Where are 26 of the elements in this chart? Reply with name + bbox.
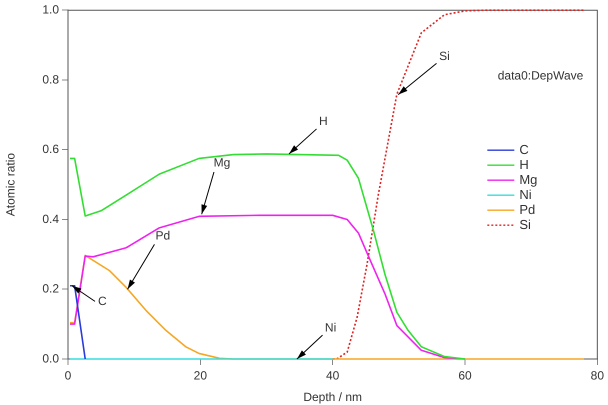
x-tick-label: 0 (64, 368, 72, 383)
x-tick-label: 20 (194, 368, 208, 383)
y-tick-label: 0.6 (42, 142, 60, 156)
annotation: Pd (156, 228, 170, 243)
annotation: Si (439, 48, 450, 63)
y-axis-title: Atomic ratio (4, 152, 18, 216)
annotation: data0:DepWave (498, 68, 584, 83)
legend-label: H (519, 156, 529, 172)
x-axis-title: Depth / nm (303, 390, 362, 404)
annotation: Ni (324, 320, 336, 334)
y-tick-label: 0.8 (42, 72, 60, 86)
annotation: Mg (214, 156, 230, 170)
legend-label: C (519, 142, 529, 157)
x-tick-label: 40 (326, 368, 340, 383)
x-tick-label: 60 (458, 368, 472, 383)
annotation: C (98, 294, 107, 308)
legend-label: Pd (519, 202, 536, 217)
legend-label: Ni (519, 186, 532, 202)
y-tick-label: 1.0 (42, 2, 60, 17)
annotation: H (318, 114, 328, 128)
y-tick-label: 0.0 (42, 351, 60, 366)
x-tick-label: 80 (590, 368, 604, 383)
legend-label: Si (519, 216, 531, 232)
y-tick-label: 0.2 (42, 282, 60, 296)
y-tick-label: 0.4 (42, 212, 60, 226)
legend-label: Mg (519, 172, 538, 187)
